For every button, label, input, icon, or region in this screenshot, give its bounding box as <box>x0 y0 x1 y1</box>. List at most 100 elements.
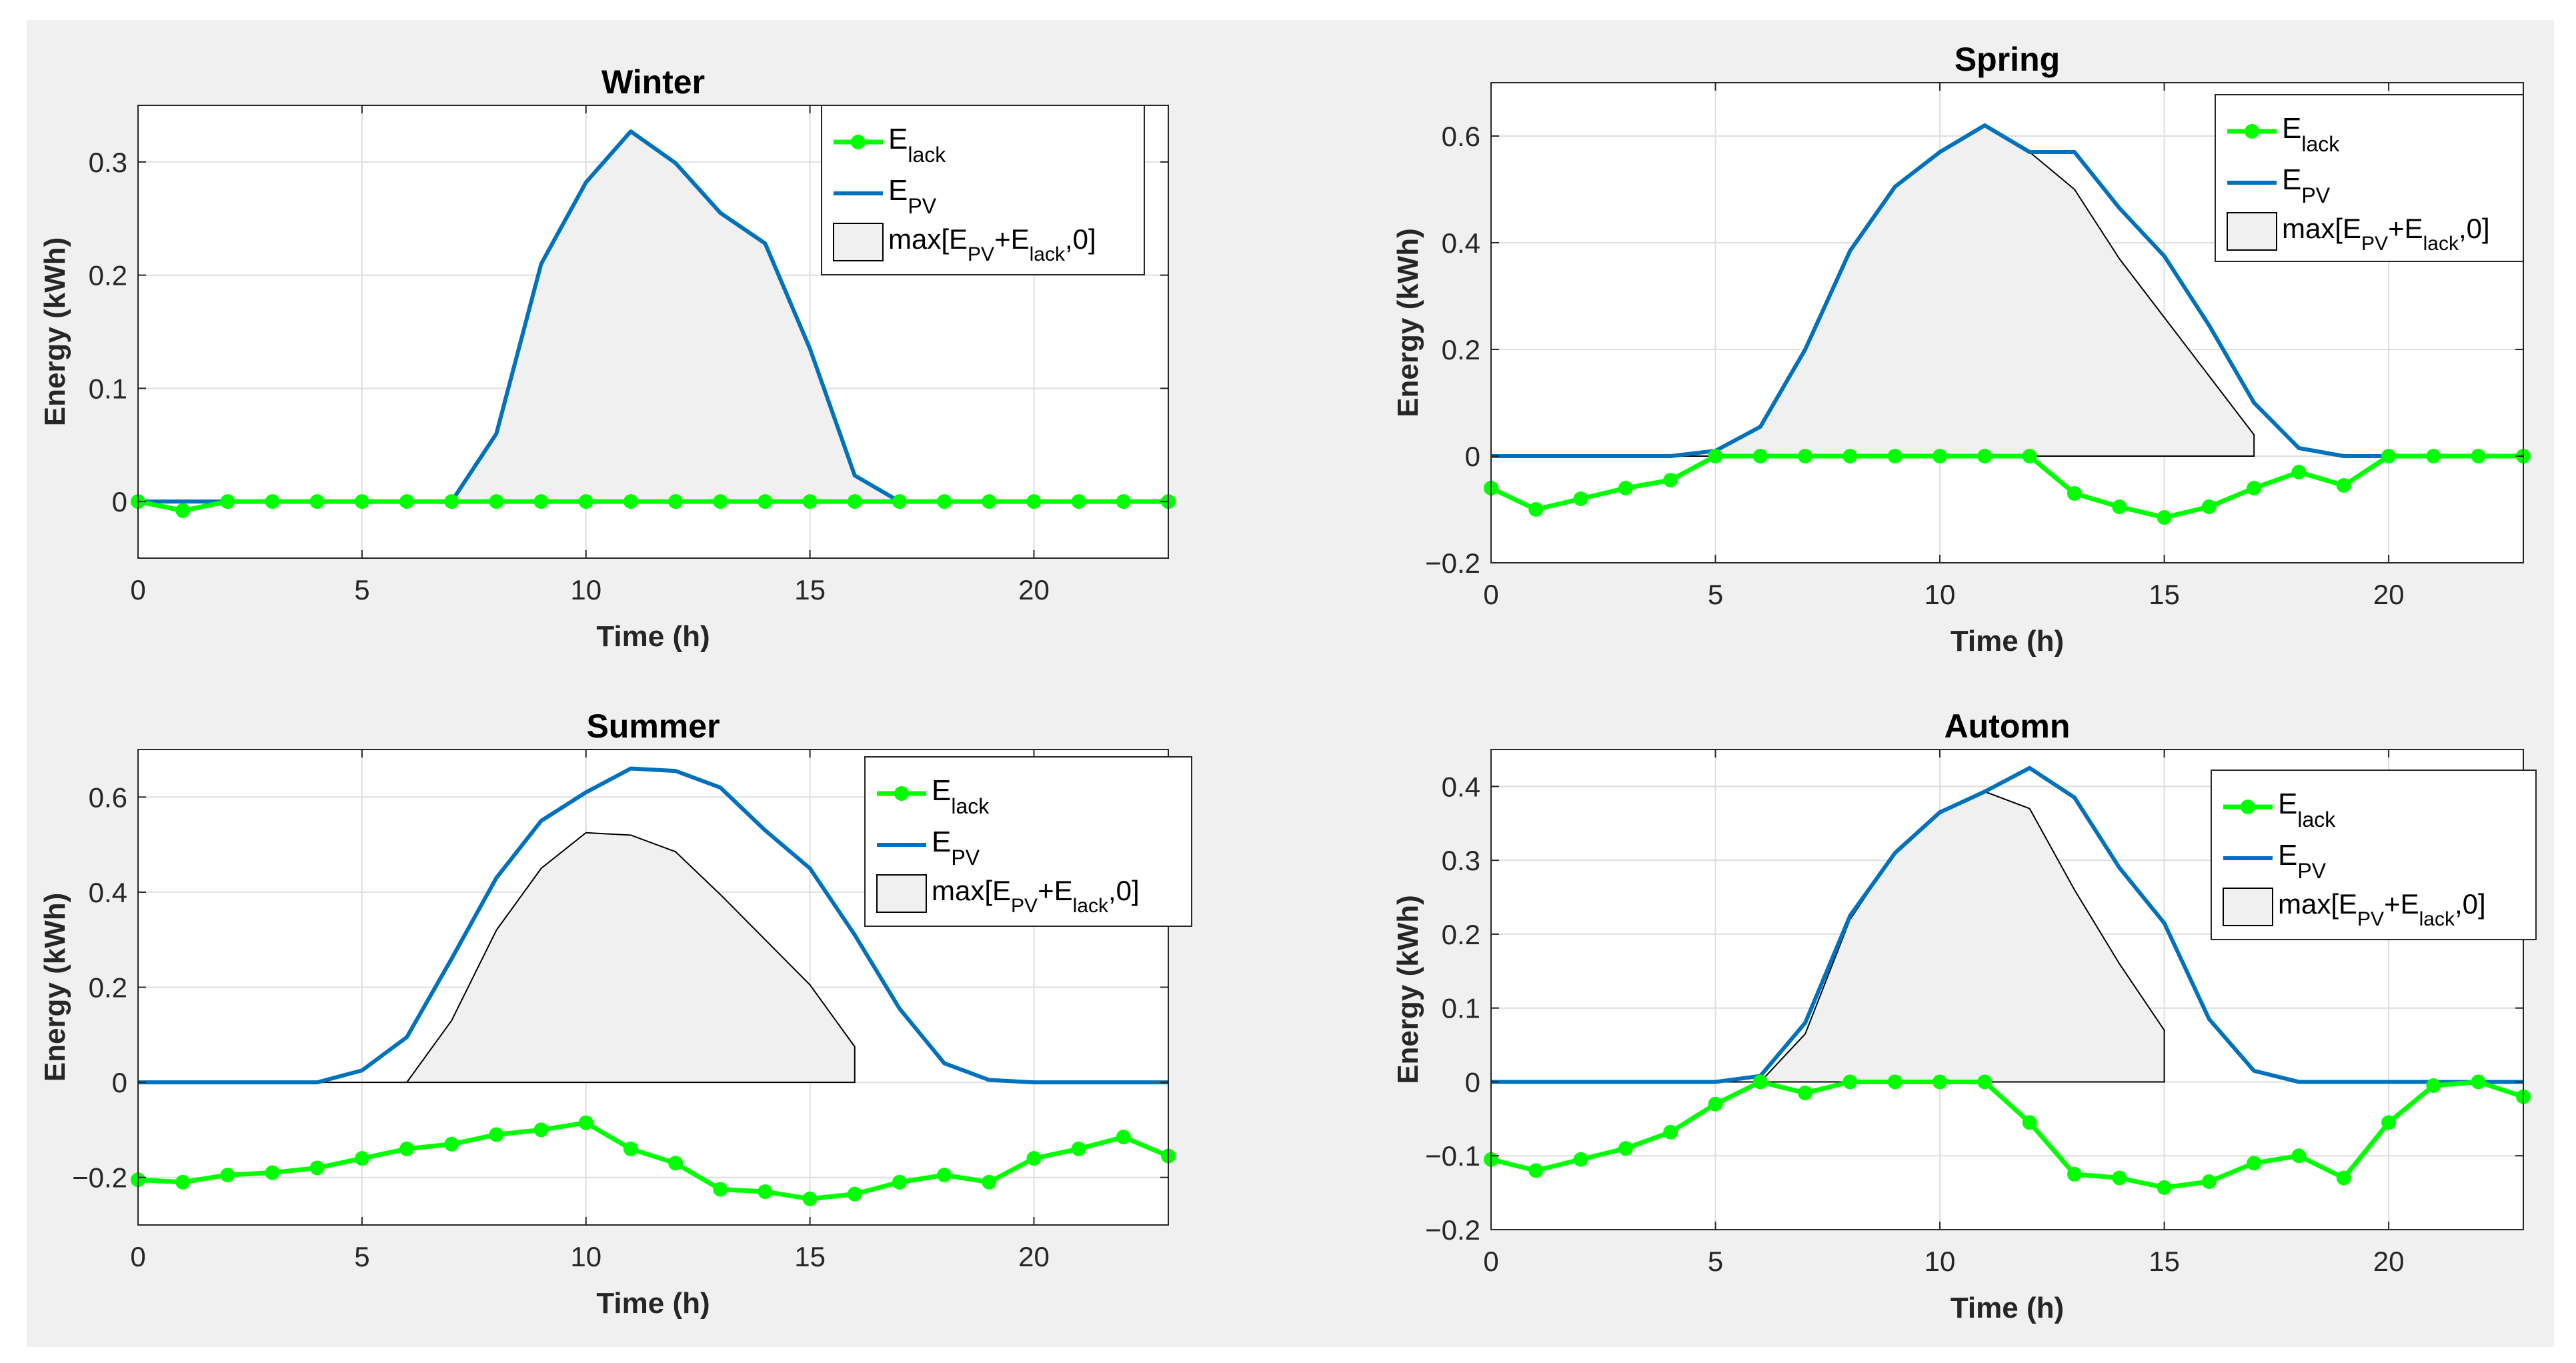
autumn-title: Automn <box>1945 708 2071 745</box>
summer-e-lack-point <box>802 1191 818 1206</box>
summer-e-lack-point <box>1116 1130 1131 1145</box>
spring-y-tick-label: −0.2 <box>1425 547 1480 579</box>
summer-e-lack-point <box>892 1174 907 1190</box>
autumn-y-tick-label: 0 <box>1465 1066 1480 1098</box>
winter-legend-fill-label: max[EPV+Elack,0] <box>888 223 1096 265</box>
autumn-e-lack-point <box>1752 1074 1768 1090</box>
summer-y-tick-label: 0.2 <box>89 972 127 1004</box>
autumn-e-lack-point <box>2157 1180 2172 1195</box>
autumn-e-lack-point <box>1618 1141 1633 1156</box>
winter-e-lack-point <box>1026 494 1042 509</box>
autumn-e-lack-point <box>1798 1086 1813 1101</box>
autumn-e-pv-line <box>1491 766 2523 1084</box>
summer-title: Summer <box>586 708 720 745</box>
spring-y-label: Energy (kWh) <box>1392 228 1424 417</box>
winter-e-lack-point <box>578 494 593 509</box>
summer-legend-e-pv-label: EPV <box>932 826 980 870</box>
winter-e-lack-point <box>220 494 235 509</box>
autumn-x-label: Time (h) <box>1951 1292 2064 1324</box>
summer-legend-e-lack-label: Elack <box>932 774 990 818</box>
spring-e-lack-point <box>1798 449 1813 463</box>
winter-e-lack-point <box>847 494 862 509</box>
winter-legend-e-lack-label: Elack <box>888 123 946 167</box>
spring-e-lack-point <box>1618 481 1633 495</box>
winter-e-lack-point <box>175 503 191 518</box>
summer-y-tick-label: 0.6 <box>89 782 127 813</box>
spring-e-lack-point <box>2022 449 2037 463</box>
autumn-e-lack-point <box>2291 1148 2307 1164</box>
winter-e-lack-point <box>892 494 907 509</box>
spring-x-tick-label: 5 <box>1708 579 1723 610</box>
autumn-legend-e-pv-label: EPV <box>2278 839 2327 883</box>
winter-legend-e-lack-marker <box>851 135 866 149</box>
autumn-y-tick-label: 0.1 <box>1442 993 1480 1024</box>
autumn-y-tick-label: −0.1 <box>1425 1140 1480 1172</box>
summer-e-lack-point <box>354 1151 369 1166</box>
spring-axes-frame <box>1490 82 2524 563</box>
spring-legend-e-pv-label: EPV <box>2282 163 2331 207</box>
winter-y-tick-label: 0.3 <box>89 147 127 178</box>
autumn-e-lack-point <box>2247 1156 2262 1171</box>
autumn-legend-fill-label: max[EPV+Elack,0] <box>2278 888 2486 930</box>
summer-e-lack-point <box>489 1127 504 1142</box>
summer-y-label: Energy (kWh) <box>39 893 71 1082</box>
summer-legend-e-lack-marker <box>894 786 909 801</box>
autumn-e-lack-point <box>1977 1074 1993 1090</box>
autumn-x-tick-label: 5 <box>1708 1246 1723 1277</box>
spring-e-lack-point <box>2291 465 2307 479</box>
spring-x-label: Time (h) <box>1951 625 2064 657</box>
winter-axes-frame <box>137 105 1169 559</box>
summer-e-lack-point <box>758 1184 773 1200</box>
summer-plot-area <box>131 766 1176 1206</box>
winter-e-lack-point <box>489 494 504 509</box>
spring-e-lack-point <box>2112 499 2127 514</box>
autumn-e-lack-line <box>1490 1079 2525 1190</box>
spring-e-pv-line <box>1491 123 2523 458</box>
autumn-axes-frame <box>1490 749 2524 1230</box>
spring-y-tick-label: 0 <box>1465 441 1480 472</box>
autumn-e-lack-point <box>2201 1174 2217 1189</box>
summer-e-lack-point <box>982 1174 997 1190</box>
spring-e-lack-point <box>1887 449 1902 463</box>
autumn-legend-e-lack-label: Elack <box>2278 788 2336 832</box>
winter-y-tick-label: 0.2 <box>89 260 127 291</box>
autumn-e-lack-point <box>1528 1163 1544 1178</box>
winter-e-lack-line <box>137 499 1168 513</box>
winter-e-lack-point <box>802 494 818 509</box>
winter-title: Winter <box>601 63 705 101</box>
winter-x-label: Time (h) <box>596 620 710 653</box>
autumn-y-tick-label: 0.3 <box>1442 845 1480 876</box>
autumn-y-tick-label: 0.4 <box>1442 771 1480 802</box>
winter-legend-e-pv-label: EPV <box>888 174 937 218</box>
winter-e-lack-point <box>309 494 325 509</box>
summer-x-tick-label: 0 <box>130 1241 145 1272</box>
winter-legend: Elack EPV max[EPV+Elack,0] <box>821 105 1145 275</box>
winter-e-lack-point <box>668 494 684 509</box>
spring-legend-e-lack-label: Elack <box>2282 112 2340 156</box>
autumn-e-lack-point <box>2381 1115 2397 1130</box>
autumn-e-lack-point <box>2471 1074 2486 1090</box>
winter-y-tick-label: 0 <box>112 486 127 517</box>
spring-e-lack-point <box>2247 481 2262 495</box>
spring-title: Spring <box>1955 41 2060 78</box>
spring-e-lack-point <box>2201 499 2217 514</box>
spring-x-tick-label: 0 <box>1483 579 1498 610</box>
winter-e-lack-point <box>533 494 549 509</box>
spring-e-lack-point <box>1977 449 1993 463</box>
summer-e-lack-point <box>175 1174 191 1190</box>
summer-y-tick-label: 0 <box>112 1067 127 1098</box>
autumn-legend-fill-swatch <box>2223 888 2273 926</box>
winter-e-lack-point <box>758 494 773 509</box>
spring-x-tick-label: 10 <box>1924 579 1956 610</box>
autumn-e-lack-point <box>1708 1096 1723 1112</box>
summer-x-tick-label: 5 <box>354 1241 369 1272</box>
spring-y-tick-label: 0.6 <box>1442 121 1480 152</box>
summer-e-lack-point <box>444 1136 459 1152</box>
winter-e-lack-point <box>1071 494 1086 509</box>
summer-e-lack-point <box>578 1115 593 1130</box>
spring-e-lack-point <box>2426 449 2441 463</box>
spring-legend-fill-label: max[EPV+Elack,0] <box>2282 213 2490 255</box>
spring-e-lack-line <box>1490 453 2523 520</box>
autumn-legend: Elack EPV max[EPV+Elack,0] <box>2211 770 2537 940</box>
summer-y-tick-label: −0.2 <box>72 1162 127 1194</box>
